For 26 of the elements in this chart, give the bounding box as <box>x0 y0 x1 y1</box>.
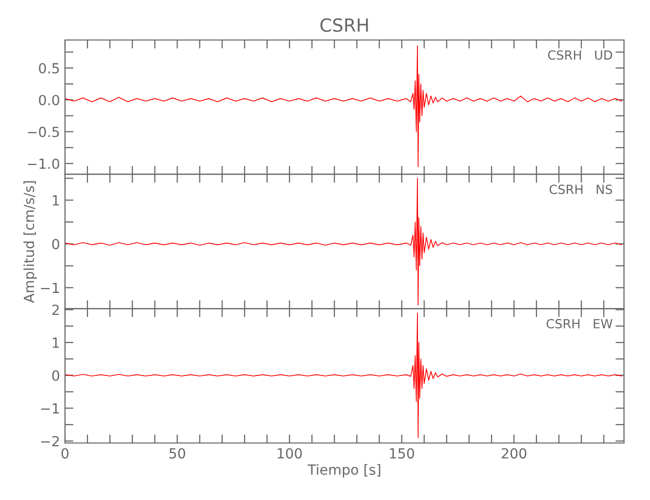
y-tick-label: 0.0 <box>38 94 60 106</box>
x-tick-label: 100 <box>278 448 302 459</box>
y-tick-label: −1.0 <box>28 158 60 169</box>
y-tick-label: 0 <box>52 370 60 381</box>
chart-title: CSRH <box>320 18 368 32</box>
line-series <box>65 45 622 168</box>
y-tick-label: 2 <box>52 304 59 315</box>
x-tick-label: 150 <box>390 448 414 459</box>
annotation: CSRH EW <box>546 318 612 328</box>
y-tick-label: 0.5 <box>38 62 59 74</box>
x-tick-label: 0 <box>61 448 68 459</box>
y-tick-label: −1 <box>41 403 59 414</box>
y-tick-label: 1 <box>52 338 59 348</box>
y-tick-label: 1 <box>52 195 59 206</box>
y-axis-title: Amplitud [cm/s/s] <box>23 181 37 303</box>
x-axis-title: Tiempo [s] <box>308 464 380 478</box>
x-tick-label: 50 <box>169 448 186 459</box>
annotation: CSRH NS <box>550 184 612 194</box>
y-tick-label: −2 <box>41 436 59 446</box>
y-tick-label: −1 <box>41 282 59 293</box>
y-tick-label: −0.5 <box>28 126 59 138</box>
x-tick-label: 200 <box>502 448 526 459</box>
line-series <box>65 178 622 306</box>
annotation: CSRH UD <box>548 50 612 60</box>
y-tick-label: 0 <box>52 238 60 250</box>
line-series <box>65 312 622 438</box>
